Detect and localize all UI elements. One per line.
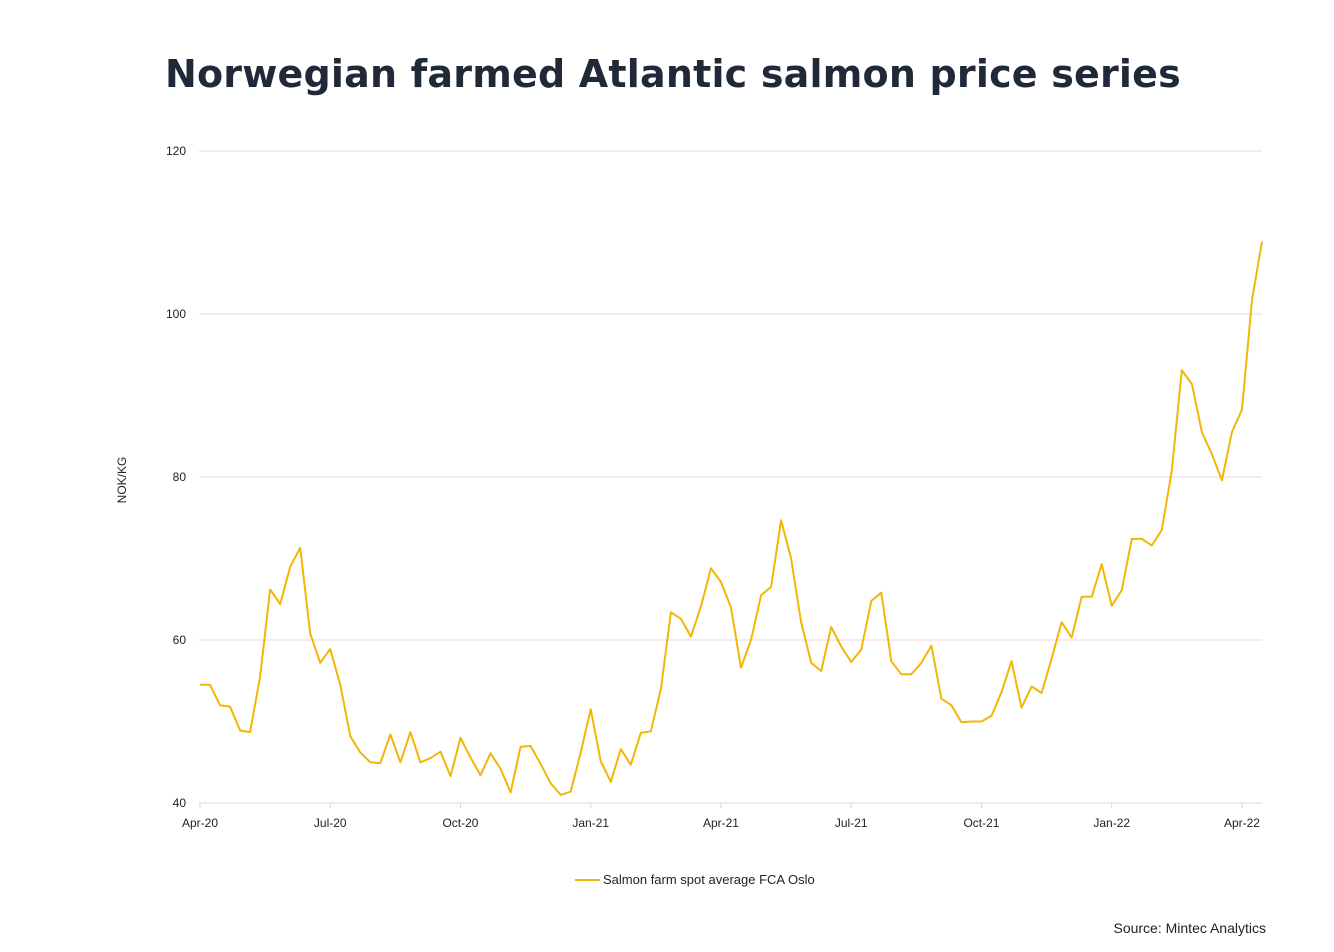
x-tick-label: Apr-20 (182, 816, 218, 830)
y-tick-label: 60 (173, 633, 187, 647)
source-note: Source: Mintec Analytics (1113, 920, 1266, 936)
y-tick-label: 120 (166, 144, 186, 158)
y-axis-label: NOK/KG (115, 457, 129, 504)
legend: Salmon farm spot average FCA Oslo (575, 872, 815, 887)
x-tick-label: Jul-20 (314, 816, 347, 830)
grid-lines (199, 150, 1262, 641)
x-tick-label: Jan-22 (1093, 816, 1130, 830)
x-tick-label: Jan-21 (572, 816, 609, 830)
chart-title: Norwegian farmed Atlantic salmon price s… (165, 52, 1181, 96)
x-axis: Apr-20 Jul-20 Oct-20 Jan-21 Apr-21 Jul-21 Oct-… (182, 802, 1262, 830)
y-axis: 40 60 80 100 120 (166, 144, 186, 810)
series-line-0 (200, 241, 1263, 796)
series-group (200, 241, 1263, 796)
x-tick-label: Apr-21 (703, 816, 739, 830)
x-tick-label: Oct-20 (442, 816, 478, 830)
x-tick-label: Jul-21 (835, 816, 868, 830)
y-tick-label: 40 (173, 796, 187, 810)
y-tick-label: 80 (173, 470, 187, 484)
x-tick-label: Oct-21 (963, 816, 999, 830)
y-tick-label: 100 (166, 307, 186, 321)
legend-label: Salmon farm spot average FCA Oslo (603, 872, 815, 887)
x-tick-label: Apr-22 (1224, 816, 1260, 830)
